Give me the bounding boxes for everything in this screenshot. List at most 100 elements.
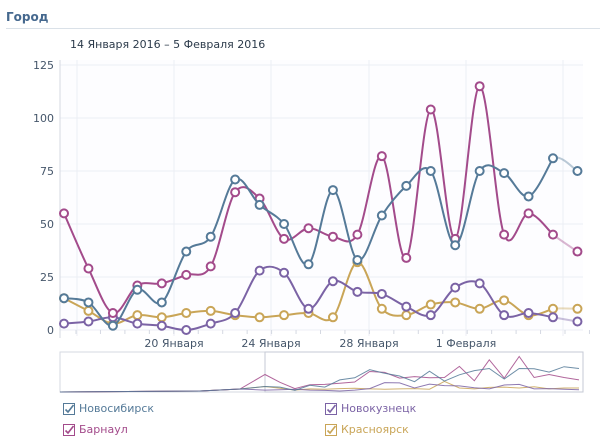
data-point	[401, 310, 412, 321]
legend-item-2[interactable]: Новокузнецк	[325, 402, 416, 415]
data-point	[499, 310, 510, 321]
data-point	[181, 308, 192, 319]
legend-label: Новосибирск	[79, 402, 155, 415]
data-point	[279, 310, 290, 321]
data-point	[523, 191, 534, 202]
legend-item-0[interactable]: Новосибирск	[63, 402, 154, 415]
data-point	[327, 231, 338, 242]
data-point	[156, 297, 167, 308]
checkbox-icon[interactable]	[325, 423, 337, 436]
checkbox-icon[interactable]	[63, 402, 75, 415]
data-point	[327, 185, 338, 196]
series-line-0	[63, 157, 554, 327]
data-point	[59, 318, 69, 329]
navigator	[59, 351, 584, 393]
data-point	[156, 312, 167, 323]
data-point	[132, 318, 143, 329]
data-point	[303, 303, 314, 314]
data-point	[499, 229, 510, 240]
navigator-line-0	[59, 366, 580, 393]
data-point	[181, 325, 192, 335]
data-point	[327, 312, 338, 323]
data-point	[450, 282, 461, 293]
legend-label: Барнаул	[79, 423, 128, 436]
data-point	[230, 308, 241, 319]
date-range[interactable]: 14 Января 2016 – 5 Февраля 2016	[70, 38, 266, 51]
data-point	[132, 310, 143, 321]
data-point	[548, 229, 558, 240]
legend-label: Красноярск	[341, 423, 409, 436]
data-point	[205, 261, 216, 272]
data-point	[352, 286, 363, 297]
y-tick-label: 75	[40, 165, 54, 178]
data-point	[327, 276, 338, 287]
data-point	[572, 303, 583, 314]
x-tick-label: 28 Января	[339, 337, 398, 350]
data-point	[205, 305, 216, 316]
data-point	[83, 297, 94, 308]
data-point	[450, 240, 461, 251]
data-point	[499, 295, 510, 306]
navigator-line-2	[59, 382, 580, 393]
data-point	[156, 278, 167, 289]
data-point	[83, 263, 94, 274]
data-point	[83, 316, 94, 327]
data-point	[425, 310, 436, 321]
data-point	[107, 308, 118, 319]
data-point	[254, 312, 265, 323]
checkbox-icon[interactable]	[325, 402, 337, 415]
data-point	[376, 210, 387, 221]
data-point	[474, 81, 485, 92]
data-point	[132, 284, 143, 295]
navigator-line-3	[59, 380, 579, 393]
data-point	[572, 246, 583, 257]
data-point	[474, 303, 485, 314]
checkbox-icon[interactable]	[63, 423, 75, 436]
data-point	[474, 166, 485, 176]
y-tick-label: 0	[47, 324, 54, 337]
data-point	[523, 308, 534, 319]
data-point	[376, 288, 387, 299]
data-point	[303, 259, 314, 270]
data-point	[401, 180, 412, 191]
data-point	[230, 174, 241, 185]
data-point	[352, 229, 363, 240]
divider	[6, 28, 600, 29]
data-point	[205, 318, 216, 329]
legend-item-3[interactable]: Красноярск	[325, 423, 409, 436]
legend-item-1[interactable]: Барнаул	[63, 423, 128, 436]
data-point	[572, 166, 583, 176]
data-point	[254, 199, 265, 210]
x-tick-label: 20 Января	[144, 337, 203, 350]
data-point	[548, 153, 558, 164]
y-tick-label: 25	[40, 271, 54, 284]
data-point	[279, 233, 290, 244]
y-tick-label: 50	[40, 218, 54, 231]
y-tick-label: 125	[33, 59, 54, 72]
data-point	[474, 278, 485, 289]
data-point	[450, 297, 461, 308]
data-point	[83, 305, 94, 316]
data-point	[279, 267, 290, 278]
section-title: Город	[6, 10, 49, 24]
data-point	[499, 168, 510, 179]
legend-label: Новокузнецк	[341, 402, 417, 415]
data-point	[376, 151, 387, 162]
data-point	[401, 252, 412, 263]
plot-area	[60, 60, 583, 330]
data-point	[352, 255, 363, 266]
data-point	[59, 293, 69, 304]
data-point	[181, 269, 192, 280]
data-point	[523, 208, 534, 219]
data-point	[548, 303, 558, 314]
data-point	[303, 223, 314, 234]
navigator-window	[264, 351, 584, 393]
data-point	[425, 104, 436, 115]
data-point	[181, 246, 192, 257]
data-point	[205, 231, 216, 242]
data-point	[376, 303, 387, 314]
data-point	[230, 187, 241, 198]
x-tick-label: 24 Января	[241, 337, 300, 350]
